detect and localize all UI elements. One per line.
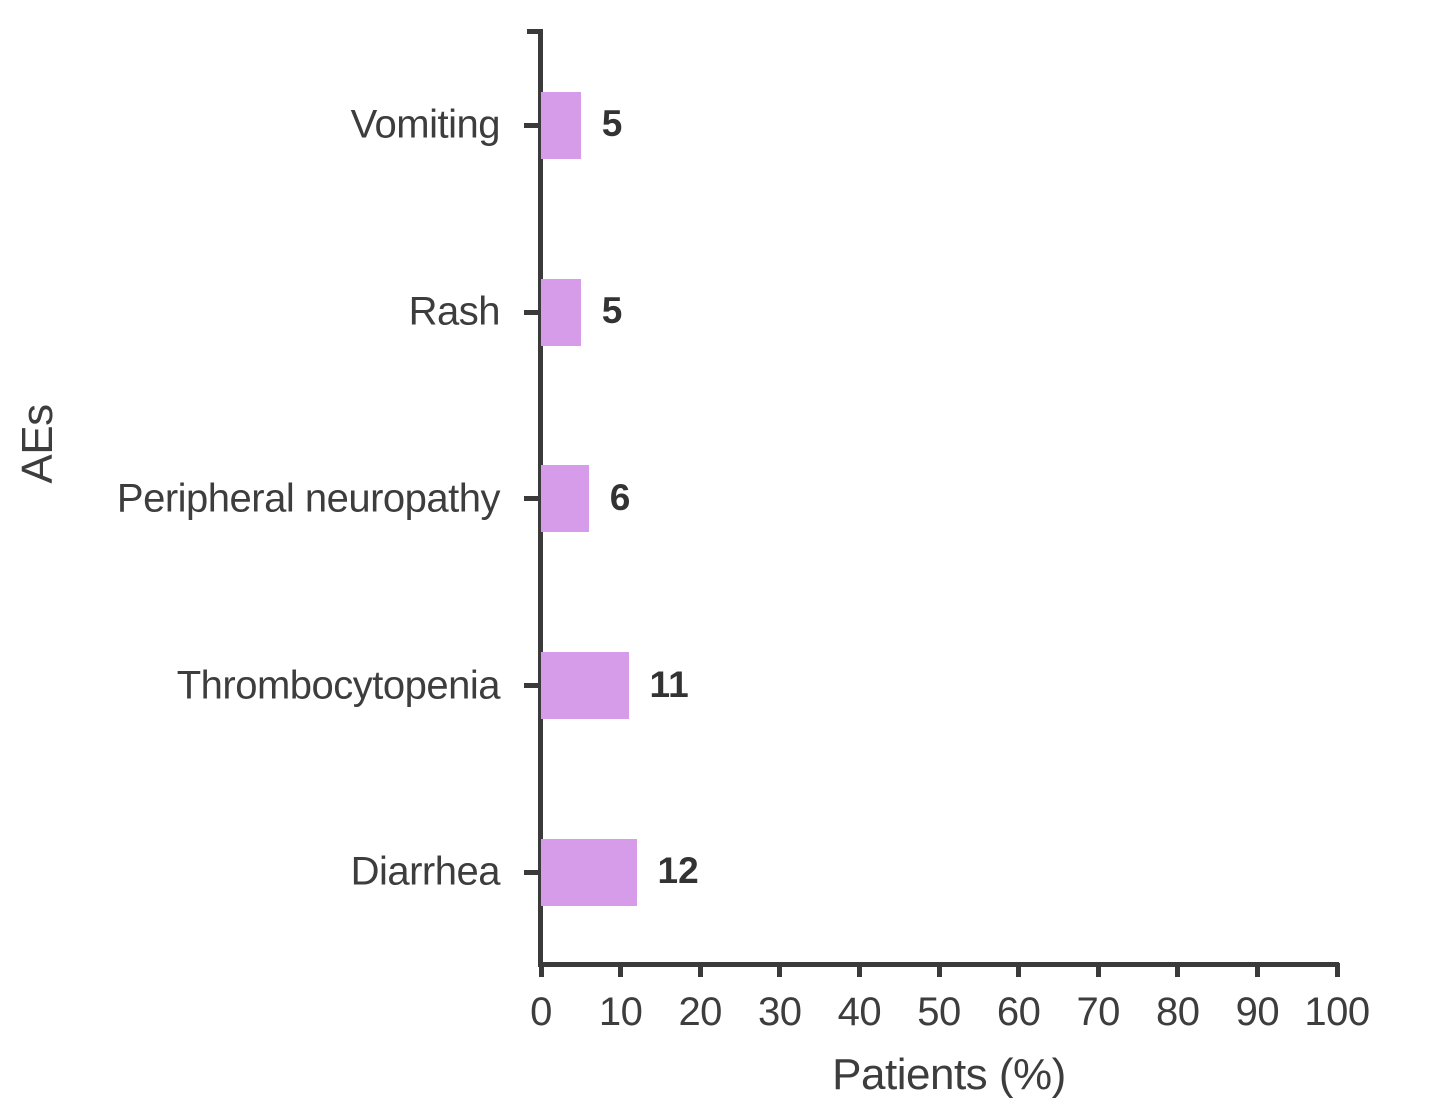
value-label: 11 <box>649 663 689 705</box>
x-axis-tick-label: 100 <box>1304 990 1370 1034</box>
bar <box>541 278 581 346</box>
value-label: 12 <box>657 850 699 892</box>
y-axis-tick <box>524 869 538 875</box>
bar <box>541 465 589 533</box>
x-axis-tick-label: 30 <box>758 990 802 1034</box>
x-axis-tick-label: 60 <box>996 990 1041 1034</box>
x-axis-tick-label: 10 <box>598 990 643 1034</box>
x-axis-tick <box>1016 963 1022 977</box>
x-axis-tick-label: 70 <box>1076 990 1120 1034</box>
y-axis-tick <box>524 496 538 502</box>
bar <box>541 838 637 906</box>
x-axis-tick-label: 90 <box>1235 990 1280 1034</box>
value-label: 5 <box>601 290 623 332</box>
x-axis-tick-label: 50 <box>917 990 961 1034</box>
x-axis-tick <box>936 963 942 977</box>
x-axis-tick <box>1254 963 1260 977</box>
y-axis-tick <box>524 122 538 128</box>
x-axis-tick <box>618 963 624 977</box>
x-axis-title: Patients (%) <box>832 1050 1066 1099</box>
bar <box>541 91 581 159</box>
x-axis-tick-label: 40 <box>837 990 882 1034</box>
y-axis-tick <box>524 683 538 689</box>
bar <box>541 652 629 720</box>
x-axis-tick <box>777 963 783 977</box>
x-axis-tick-label: 80 <box>1156 990 1200 1034</box>
category-label: Rash <box>408 289 501 334</box>
y-axis-top-cap <box>527 29 541 34</box>
category-label: Thrombocytopenia <box>176 663 501 708</box>
x-axis-tick-label: 0 <box>530 990 552 1034</box>
x-axis-tick <box>1334 963 1340 977</box>
value-label: 6 <box>609 477 631 519</box>
category-label: Diarrhea <box>350 849 501 894</box>
x-axis-tick <box>1175 963 1181 977</box>
x-axis-tick <box>538 963 544 977</box>
category-label: Peripheral neuropathy <box>116 476 501 521</box>
x-axis-tick <box>697 963 703 977</box>
value-label: 5 <box>601 103 623 145</box>
x-axis-tick-label: 20 <box>678 990 722 1034</box>
x-axis-tick <box>1095 963 1101 977</box>
y-axis-tick <box>524 309 538 315</box>
x-axis-tick <box>856 963 862 977</box>
y-axis-title: AEs <box>13 404 62 484</box>
y-axis-line <box>538 29 543 967</box>
category-label: Vomiting <box>350 102 501 147</box>
